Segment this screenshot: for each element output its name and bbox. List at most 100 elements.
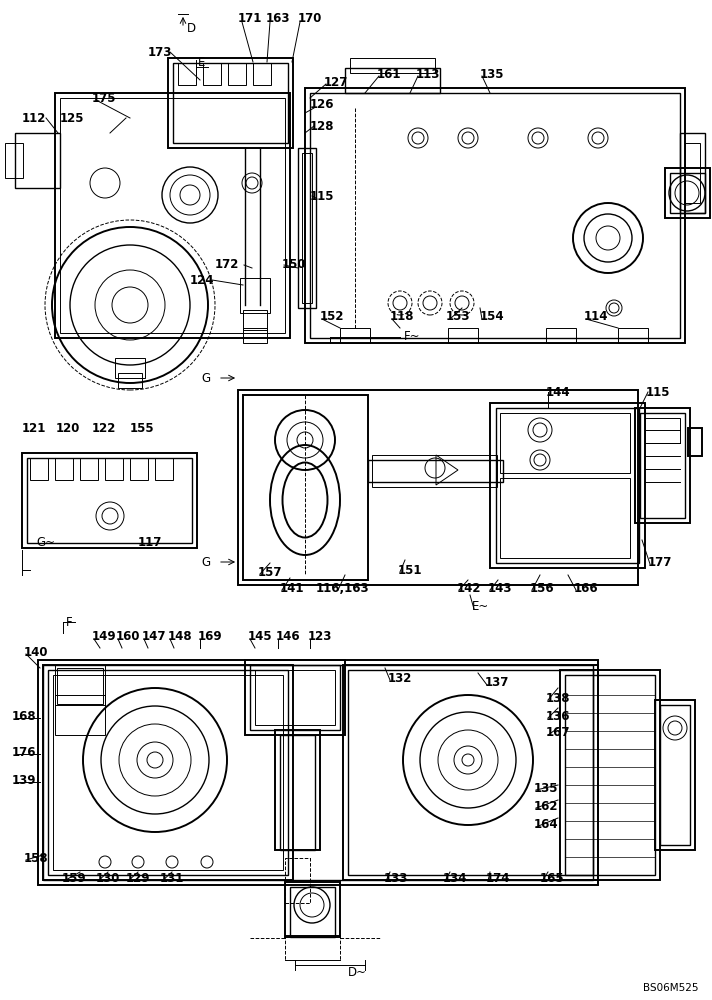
Bar xyxy=(500,478,630,558)
Text: 177: 177 xyxy=(648,556,672,568)
Bar xyxy=(302,153,312,303)
Bar xyxy=(565,675,655,875)
Text: 150: 150 xyxy=(282,258,306,271)
Bar xyxy=(635,408,690,523)
Text: 168: 168 xyxy=(12,710,36,722)
Text: 136: 136 xyxy=(546,710,570,722)
Text: 164: 164 xyxy=(534,818,559,832)
Text: 115: 115 xyxy=(310,190,335,202)
Text: 135: 135 xyxy=(480,68,505,81)
Bar xyxy=(55,93,290,338)
Bar xyxy=(618,328,648,343)
Text: 130: 130 xyxy=(96,872,120,886)
Bar xyxy=(348,670,593,875)
Bar xyxy=(178,63,196,85)
Bar xyxy=(310,93,680,338)
Bar xyxy=(255,670,335,725)
Text: D: D xyxy=(187,21,196,34)
Bar xyxy=(243,395,368,580)
Text: 132: 132 xyxy=(388,672,412,684)
Bar xyxy=(660,705,690,845)
Bar xyxy=(238,390,638,585)
Text: 145: 145 xyxy=(248,631,273,644)
Text: 135: 135 xyxy=(534,782,558,794)
Text: 142: 142 xyxy=(457,582,481,594)
Text: 129: 129 xyxy=(126,872,150,886)
Bar xyxy=(27,458,192,543)
Text: 167: 167 xyxy=(546,726,570,740)
Text: 121: 121 xyxy=(22,422,46,434)
Bar xyxy=(22,453,197,548)
Text: 157: 157 xyxy=(258,566,283,578)
Text: G~: G~ xyxy=(36,536,55,550)
Bar xyxy=(500,413,630,473)
Text: 141: 141 xyxy=(280,582,305,594)
Text: 139: 139 xyxy=(12,774,36,786)
Text: 120: 120 xyxy=(56,422,80,434)
Text: 149: 149 xyxy=(92,631,117,644)
Bar xyxy=(250,665,340,730)
Text: 127: 127 xyxy=(324,76,348,89)
Bar xyxy=(38,660,598,885)
Bar xyxy=(560,670,660,880)
Bar xyxy=(243,328,267,343)
Bar xyxy=(285,882,340,937)
Text: 156: 156 xyxy=(530,582,555,594)
Text: 113: 113 xyxy=(416,68,441,81)
Bar xyxy=(645,418,680,443)
Text: 125: 125 xyxy=(60,111,85,124)
Text: 143: 143 xyxy=(488,582,513,594)
Bar xyxy=(546,328,576,343)
Bar xyxy=(688,428,702,456)
Bar xyxy=(490,403,645,568)
Bar xyxy=(448,328,478,343)
Text: 131: 131 xyxy=(160,872,184,886)
Text: 165: 165 xyxy=(540,872,565,886)
Bar xyxy=(57,668,103,704)
Text: 116,163: 116,163 xyxy=(316,582,370,594)
Bar xyxy=(15,133,60,188)
Text: 160: 160 xyxy=(116,631,140,644)
Text: E~: E~ xyxy=(472,600,489,613)
Bar xyxy=(253,63,271,85)
Bar xyxy=(285,858,310,903)
Bar xyxy=(275,730,320,850)
Text: 146: 146 xyxy=(276,631,300,644)
Text: D~: D~ xyxy=(348,966,367,978)
Bar xyxy=(640,413,685,518)
Text: 118: 118 xyxy=(390,310,414,324)
Bar xyxy=(350,58,435,73)
Bar xyxy=(243,310,267,330)
Text: 174: 174 xyxy=(486,872,511,886)
Text: 173: 173 xyxy=(148,45,172,58)
Text: 115: 115 xyxy=(646,385,671,398)
Bar xyxy=(240,278,270,313)
Text: 147: 147 xyxy=(142,631,167,644)
Bar xyxy=(30,458,48,480)
Text: 114: 114 xyxy=(584,310,609,324)
Bar xyxy=(60,98,285,333)
Text: 124: 124 xyxy=(190,273,214,286)
Text: 148: 148 xyxy=(168,631,193,644)
Bar xyxy=(130,458,148,480)
Bar xyxy=(305,88,685,343)
Bar xyxy=(115,358,145,378)
Text: F: F xyxy=(66,615,73,629)
Bar xyxy=(55,665,105,705)
Text: 155: 155 xyxy=(130,422,155,434)
Bar xyxy=(80,458,98,480)
Text: 163: 163 xyxy=(266,11,290,24)
Text: 153: 153 xyxy=(446,310,471,324)
Text: 161: 161 xyxy=(377,68,402,81)
Bar xyxy=(155,458,173,480)
Text: 138: 138 xyxy=(546,692,570,704)
Text: 166: 166 xyxy=(574,582,599,594)
Bar xyxy=(55,695,105,735)
Bar xyxy=(655,700,695,850)
Text: G: G xyxy=(201,556,210,568)
Text: F~: F~ xyxy=(404,330,421,344)
Text: 117: 117 xyxy=(138,536,162,550)
Bar xyxy=(245,660,345,735)
Bar xyxy=(496,408,639,563)
Text: 154: 154 xyxy=(480,310,505,324)
